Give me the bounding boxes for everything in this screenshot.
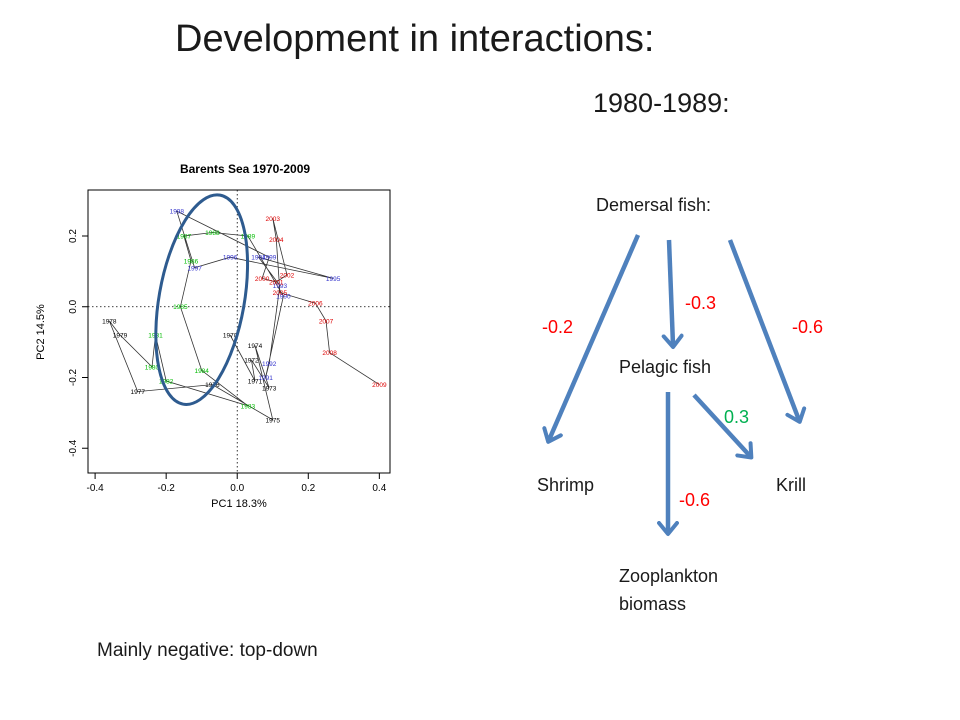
- x-tick-label: 0.2: [301, 483, 315, 494]
- footer-note: Mainly negative: top-down: [97, 640, 318, 661]
- year-point: 1979: [113, 333, 128, 340]
- year-point: 1980: [145, 364, 160, 371]
- y-tick-label: -0.2: [68, 368, 79, 386]
- node-demersal-fish: Demersal fish:: [596, 195, 712, 215]
- year-point: 1997: [187, 265, 202, 272]
- x-tick-label: -0.4: [86, 483, 104, 494]
- coef-demersal-krill: -0.6: [792, 317, 824, 337]
- x-tick-label: 0.0: [230, 483, 244, 494]
- year-point: 1996: [223, 255, 238, 262]
- year-point: 2004: [269, 237, 284, 244]
- year-point: 1993: [273, 283, 288, 290]
- x-tick-label: 0.4: [372, 483, 386, 494]
- highlight-ellipse: [154, 193, 250, 406]
- arrow-demersal-to-shrimp: [542, 234, 641, 444]
- year-point: 1972: [244, 357, 259, 364]
- year-point: 1974: [248, 343, 263, 350]
- year-point: 1983: [241, 403, 256, 410]
- period-heading: 1980-1989:: [593, 88, 730, 118]
- year-point: 1988: [205, 230, 220, 237]
- year-point: 2008: [322, 350, 337, 357]
- coef-demersal-shrimp: -0.2: [542, 317, 574, 337]
- coef-pelagic-zooplankton: -0.6: [679, 490, 711, 510]
- year-point: 1970: [223, 333, 238, 340]
- year-point: 1978: [102, 318, 117, 325]
- arrow-pelagic-to-krill: [692, 393, 754, 460]
- node-zooplankton-line2: biomass: [619, 594, 687, 614]
- arrow-demersal-to-pelagic: [661, 239, 684, 349]
- node-zooplankton-line1: Zooplankton: [619, 566, 719, 586]
- year-point: 1991: [258, 375, 273, 382]
- year-point: 2002: [280, 272, 295, 279]
- y-tick-label: -0.4: [68, 439, 79, 457]
- x-axis-label: PC1 18.3%: [211, 498, 267, 510]
- year-point: 2001: [269, 279, 284, 286]
- coef-pelagic-krill: 0.3: [724, 407, 750, 427]
- year-point: 1990: [276, 294, 291, 301]
- slide-title: Development in interactions:: [175, 18, 655, 60]
- coef-demersal-pelagic: -0.3: [685, 293, 717, 313]
- year-point: 1998: [170, 209, 185, 216]
- year-point: 1973: [262, 386, 277, 393]
- y-tick-label: 0.0: [68, 299, 79, 313]
- year-point: 1989: [241, 233, 256, 240]
- year-point: 1992: [262, 361, 277, 368]
- year-point: 1977: [131, 389, 146, 396]
- year-point: 2000: [255, 276, 270, 283]
- plot-frame: [87, 189, 391, 474]
- x-tick-label: -0.2: [158, 483, 176, 494]
- year-point: 1975: [266, 417, 281, 424]
- year-point: 2003: [266, 216, 281, 223]
- year-point: 1985: [173, 304, 188, 311]
- year-point: 1982: [159, 379, 174, 386]
- x-axis: -0.4 -0.2 0.0 0.2 0.4: [86, 473, 387, 494]
- y-axis-label: PC2 14.5%: [35, 304, 47, 360]
- pca-chart: Barents Sea 1970-2009 -0.4 -0.2 0.0 0.2 0.4 …: [35, 162, 391, 510]
- arrow-demersal-to-krill: [727, 239, 807, 424]
- node-pelagic-fish: Pelagic fish: [619, 357, 712, 377]
- y-tick-label: 0.2: [68, 229, 79, 243]
- year-point: 2007: [319, 318, 334, 325]
- year-point: 1984: [194, 368, 209, 375]
- year-point: 1987: [177, 233, 192, 240]
- year-point: 1995: [326, 276, 341, 283]
- year-point: 1971: [248, 379, 263, 386]
- chronological-path: [108, 210, 380, 421]
- node-krill: Krill: [776, 475, 806, 495]
- year-point: 1999: [262, 255, 277, 262]
- node-shrimp: Shrimp: [537, 475, 595, 495]
- year-point: 2005: [273, 290, 288, 297]
- year-point: 2006: [308, 301, 323, 308]
- highlight-ellipse-layer: [154, 193, 250, 406]
- y-axis: -0.4 -0.2 0.0 0.2: [68, 229, 88, 457]
- year-point: 1986: [184, 258, 199, 265]
- year-point: 2009: [372, 382, 387, 389]
- chart-title: Barents Sea 1970-2009: [180, 162, 310, 176]
- year-point: 1994: [251, 255, 266, 262]
- trajectory-line: [108, 210, 380, 421]
